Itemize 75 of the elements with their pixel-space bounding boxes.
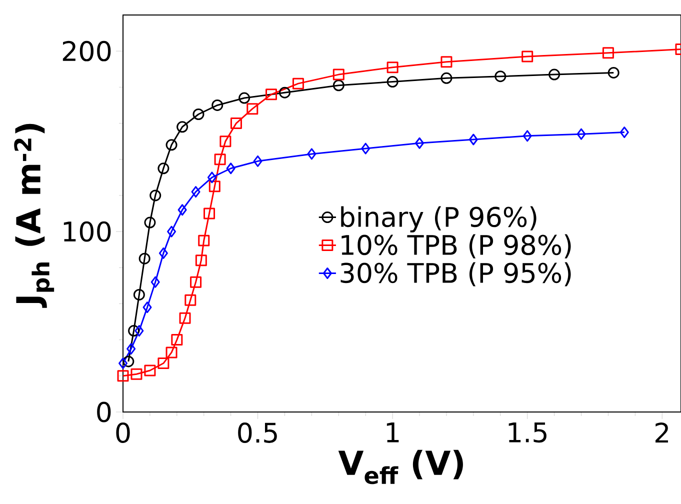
point [522, 130, 532, 142]
point [122, 356, 134, 368]
point [307, 148, 316, 160]
point [158, 358, 170, 370]
point [176, 121, 188, 133]
point [494, 70, 506, 82]
point [126, 343, 136, 355]
x-tick-label: 1 [386, 422, 399, 442]
point [130, 368, 142, 380]
point [253, 155, 262, 167]
y-axis-title: J$_{ph}$ (A m$^{-2}$) [14, 124, 54, 308]
point [548, 68, 560, 80]
point [576, 128, 586, 140]
point [468, 134, 478, 146]
point [142, 302, 152, 314]
x-tick-label: 0.5 [238, 422, 277, 443]
point [212, 99, 224, 111]
point [192, 108, 204, 120]
point [620, 126, 629, 138]
point [238, 92, 250, 104]
point [166, 139, 178, 151]
x-tick-label: 0 [116, 422, 130, 443]
point [386, 76, 398, 88]
point [191, 186, 200, 198]
point [266, 88, 278, 100]
point [134, 325, 144, 337]
y-tick-label: 100 [64, 221, 111, 242]
point [179, 312, 191, 324]
point [440, 72, 452, 84]
point [207, 172, 216, 184]
point [386, 62, 398, 74]
point [278, 86, 290, 98]
point [178, 204, 187, 216]
point [292, 78, 304, 90]
x-axis-title: V$_{eff}$ (V) [338, 450, 463, 484]
legend-label: 10% TPB (P 98%) [342, 234, 571, 258]
point [167, 226, 176, 238]
point [171, 334, 183, 346]
point [226, 162, 236, 174]
point [158, 162, 170, 174]
point [332, 80, 344, 92]
point [144, 216, 156, 228]
point [214, 154, 226, 166]
point [361, 142, 370, 154]
point [150, 190, 162, 202]
point [117, 370, 129, 382]
point [198, 234, 210, 246]
point [158, 247, 168, 259]
point [133, 288, 145, 300]
point [144, 364, 156, 376]
point [440, 56, 452, 68]
point [138, 252, 150, 264]
point [204, 208, 216, 220]
point [208, 180, 220, 192]
legend-label: 30% TPB (P 95%) [340, 262, 571, 286]
point [220, 136, 232, 148]
point [608, 66, 620, 78]
point [522, 50, 534, 62]
point [150, 276, 160, 288]
point [166, 346, 178, 358]
legend-label: binary (P 96%) [341, 206, 536, 232]
x-tick-label: 2 [656, 422, 668, 443]
point [246, 103, 258, 115]
point [118, 358, 128, 370]
y-tick-label: 200 [62, 40, 111, 62]
point [230, 118, 242, 130]
point [190, 276, 202, 288]
point [332, 68, 344, 80]
x-tick-label: 1.5 [508, 422, 546, 443]
point [415, 137, 424, 149]
point [195, 254, 207, 266]
point [184, 294, 196, 306]
point [602, 47, 614, 59]
y-tick-label: 0 [97, 402, 111, 422]
point [128, 325, 140, 337]
